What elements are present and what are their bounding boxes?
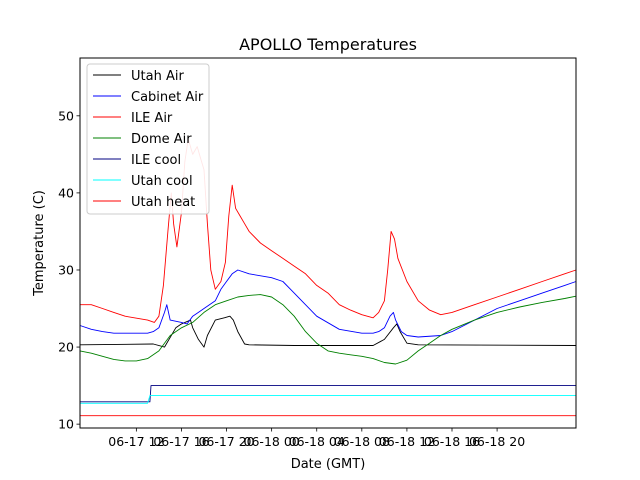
legend: Utah Air Cabinet Air ILE Air Dome Air ILE co… — [86, 63, 210, 215]
legend-label: Utah heat — [131, 195, 195, 210]
series-layer — [79, 138, 577, 417]
y-axis-label: Temperature (C) — [32, 190, 47, 297]
legend-box — [86, 63, 210, 215]
y-tick-label: 10 — [58, 417, 74, 432]
x-tick-label: 06-18 12 — [379, 434, 435, 449]
x-tick-label: 06-17 12 — [108, 434, 164, 449]
series-line-cabinet-air — [79, 269, 577, 338]
legend-label: ILE cool — [131, 153, 181, 168]
x-tick-label: 06-18 16 — [424, 434, 480, 449]
series-line-utah-cool — [80, 395, 576, 404]
x-tick-label: 06-18 04 — [289, 434, 345, 449]
chart-title: APOLLO Temperatures — [239, 35, 417, 54]
y-tick-label: 50 — [58, 108, 74, 123]
x-tick-label: 06-18 20 — [469, 434, 525, 449]
x-tick-label: 06-18 00 — [244, 434, 300, 449]
x-tick-label: 06-17 20 — [198, 434, 254, 449]
x-tick-label: 06-18 08 — [334, 434, 390, 449]
x-axis-label: Date (GMT) — [291, 457, 366, 472]
legend-label: Utah Air — [131, 69, 184, 84]
series-line-dome-air — [79, 294, 577, 365]
y-tick-label: 30 — [58, 262, 74, 277]
legend-label: Utah cool — [131, 174, 193, 189]
legend-label: Cabinet Air — [131, 90, 204, 105]
y-tick-label: 40 — [58, 185, 74, 200]
series-line-ile-cool — [80, 385, 576, 403]
y-tick-label: 20 — [58, 340, 74, 355]
x-tick-label: 06-17 16 — [153, 434, 209, 449]
legend-label: Dome Air — [131, 132, 192, 147]
plot-frame — [79, 57, 577, 429]
legend-label: ILE Air — [131, 111, 173, 126]
